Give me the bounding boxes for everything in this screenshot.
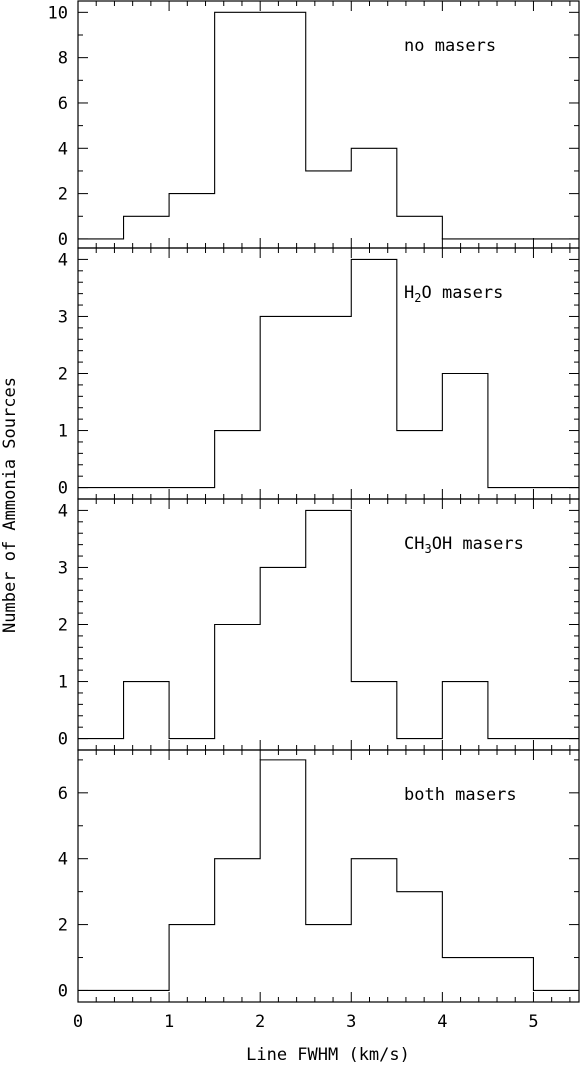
x-tick-label: 0 [73,1012,83,1032]
y-tick-label: 3 [58,558,68,578]
y-tick-label: 0 [58,730,68,750]
panel-frame [77,749,580,1003]
y-tick-label: 1 [58,673,68,693]
y-tick-label: 4 [58,250,68,270]
x-tick-label: 2 [255,1012,265,1032]
panel-3: 0 1 2 3 4 CH3OH masers [58,498,580,751]
y-tick-label: 4 [58,501,68,521]
x-tick-label: 3 [346,1012,356,1032]
y-tick-label: 0 [58,230,68,250]
panel-2: 0 1 2 3 4 H2O masers [58,247,580,500]
y-tick-label: 6 [58,94,68,114]
panel-label: no masers [404,36,496,56]
y-tick-label: 1 [58,422,68,442]
panel-label: both masers [404,785,517,805]
panel-label: H2O masers [404,283,503,305]
histogram-steps [78,509,579,740]
panel-1: 0 2 4 6 8 10 no masers [48,0,580,250]
y-tick-label: 2 [58,916,68,936]
y-tick-label: 2 [58,365,68,385]
panel-frame [77,0,580,249]
x-axis-title: Line FWHM (km/s) [246,1045,410,1065]
y-tick-label: 6 [58,784,68,804]
y-tick-label: 2 [58,185,68,205]
y-tick-label: 0 [58,981,68,1001]
panel-4: 0 2 4 6 both masers [58,749,580,1003]
histogram-steps [78,759,579,992]
panel-label: CH3OH masers [404,534,524,556]
x-tick-label: 4 [437,1012,447,1032]
y-tick-label: 2 [58,616,68,636]
panel-frame [77,247,580,500]
y-tick-label: 0 [58,479,68,499]
y-tick-label: 3 [58,307,68,327]
y-tick-label: 10 [48,3,68,23]
x-tick-label: 1 [164,1012,174,1032]
x-tick-label: 5 [528,1012,538,1032]
histogram-steps [78,11,579,240]
histogram-steps [78,258,579,489]
y-axis-title: Number of Ammonia Sources [0,377,20,633]
y-tick-label: 4 [58,139,68,159]
y-tick-label: 8 [58,49,68,69]
y-tick-label: 4 [58,850,68,870]
